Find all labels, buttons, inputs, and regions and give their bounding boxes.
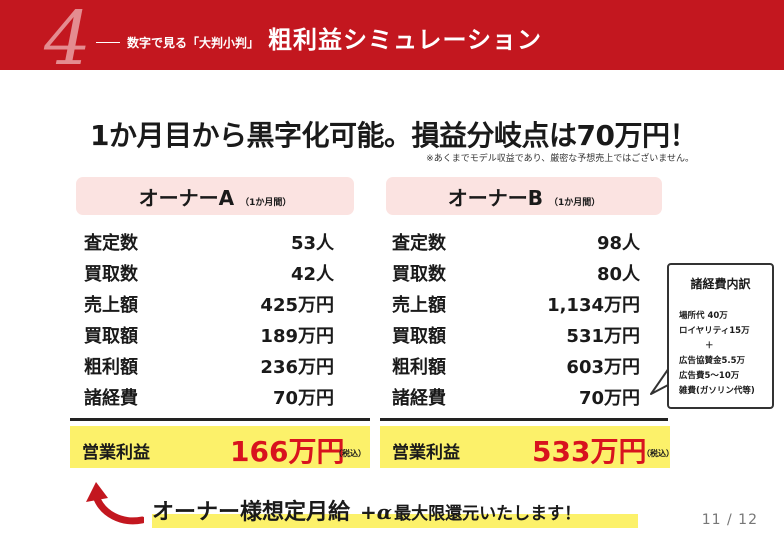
- row-label: 買取額: [392, 326, 446, 347]
- owner-b-tax-note: （税込）: [642, 449, 674, 458]
- owner-a-table: 査定数 53人 買取数 42人 売上額 425万円 買取額 189万円 粗利額 236万円…: [84, 226, 334, 412]
- section-number: 4: [44, 0, 92, 82]
- owner-a-profit-label: 営業利益: [82, 443, 150, 463]
- list-item: 広告協賛金5.5万: [679, 356, 746, 366]
- row-value: 98人: [596, 233, 640, 254]
- header-subtitle: 数字で見る「大判小判」: [127, 36, 260, 50]
- expense-breakdown-box: 諸経費内訳 場所代 40万 ロイヤリティ15万 ＋ 広告協賛金5.5万 広告費5…: [667, 263, 774, 409]
- page-title: 粗利益シミュレーション: [268, 26, 543, 54]
- bottom-message-tail: 最大限還元いたします！: [394, 504, 582, 524]
- headline: 1か月目から黒字化可能。損益分岐点は70万円！: [90, 119, 697, 152]
- bottom-message-alpha: +α: [360, 500, 393, 524]
- list-item: 場所代 40万: [679, 311, 728, 321]
- row-label: 諸経費: [392, 388, 446, 409]
- row-value: 425万円: [260, 295, 334, 316]
- row-value: 53人: [290, 233, 334, 254]
- row-label: 査定数: [392, 233, 446, 254]
- table-row: 諸経費 70万円: [84, 381, 334, 412]
- owner-b-table: 査定数 98人 買取数 80人 売上額 1,134万円 買取額 531万円 粗利額 603…: [392, 226, 640, 412]
- table-row: 買取数 42人: [84, 257, 334, 288]
- owner-a-profit-value: 166万円: [230, 435, 345, 468]
- row-label: 諸経費: [84, 388, 138, 409]
- owner-a-tax-note: （税込）: [334, 449, 366, 458]
- callout-tail: [650, 367, 671, 395]
- owner-a-name: オーナーA: [138, 186, 235, 210]
- table-row: 買取額 531万円: [392, 319, 640, 350]
- list-item: 広告費5～10万: [679, 371, 740, 381]
- row-label: 売上額: [84, 295, 138, 316]
- table-row: 買取数 80人: [392, 257, 640, 288]
- row-value: 236万円: [260, 357, 334, 378]
- owner-b-profit-label: 営業利益: [392, 443, 460, 463]
- table-row: 売上額 1,134万円: [392, 288, 640, 319]
- disclaimer-note: ※あくまでモデル収益であり、厳密な予想売上ではございません。: [426, 154, 694, 164]
- bottom-message-main: オーナー様想定月給: [152, 500, 351, 525]
- row-value: 80人: [596, 264, 640, 285]
- curved-arrow-icon: [86, 482, 144, 525]
- row-label: 粗利額: [84, 357, 138, 378]
- list-item: 雑費(ガソリン代等): [679, 386, 755, 396]
- list-item: ＋: [705, 341, 714, 351]
- row-label: 買取数: [392, 264, 446, 285]
- bottom-highlight: [152, 514, 638, 528]
- table-row: 粗利額 603万円: [392, 350, 640, 381]
- header-dash-divider: [96, 42, 120, 43]
- row-label: 査定数: [84, 233, 138, 254]
- owner-a-period: （1か月間）: [240, 198, 292, 208]
- row-value: 189万円: [260, 326, 334, 347]
- owner-b-profit-value: 533万円: [532, 435, 647, 468]
- owner-b-name: オーナーB: [447, 186, 543, 210]
- table-row: 買取額 189万円: [84, 319, 334, 350]
- table-row: 諸経費 70万円: [392, 381, 640, 412]
- owner-a-divider: [70, 418, 370, 421]
- row-label: 買取額: [84, 326, 138, 347]
- row-label: 売上額: [392, 295, 446, 316]
- list-item: ロイヤリティ15万: [679, 326, 750, 336]
- owner-a-profit-band: 営業利益 166万円 （税込）: [70, 426, 370, 468]
- owner-b-header: オーナーB （1か月間）: [386, 177, 662, 215]
- expense-breakdown-title: 諸経費内訳: [690, 277, 751, 291]
- row-value: 1,134万円: [547, 295, 640, 316]
- table-row: 査定数 53人: [84, 226, 334, 257]
- expense-breakdown-list: 場所代 40万 ロイヤリティ15万 ＋ 広告協賛金5.5万 広告費5～10万 雑…: [679, 309, 755, 399]
- owner-b-profit-band: 営業利益 533万円 （税込）: [380, 426, 674, 468]
- page-number: 11 / 12: [701, 512, 758, 528]
- table-row: 売上額 425万円: [84, 288, 334, 319]
- row-label: 買取数: [84, 264, 138, 285]
- row-value: 70万円: [272, 388, 334, 409]
- row-value: 70万円: [578, 388, 640, 409]
- table-row: 粗利額 236万円: [84, 350, 334, 381]
- row-label: 粗利額: [392, 357, 446, 378]
- bottom-message: オーナー様想定月給 +α 最大限還元いたします！: [152, 494, 581, 526]
- header-bar: 4 数字で見る「大判小判」 粗利益シミュレーション: [0, 0, 784, 76]
- row-value: 531万円: [566, 326, 640, 347]
- row-value: 603万円: [566, 357, 640, 378]
- owner-b-period: （1か月間）: [548, 198, 601, 208]
- row-value: 42人: [290, 264, 334, 285]
- table-row: 査定数 98人: [392, 226, 640, 257]
- owner-b-divider: [380, 418, 668, 421]
- owner-a-header: オーナーA （1か月間）: [76, 177, 354, 215]
